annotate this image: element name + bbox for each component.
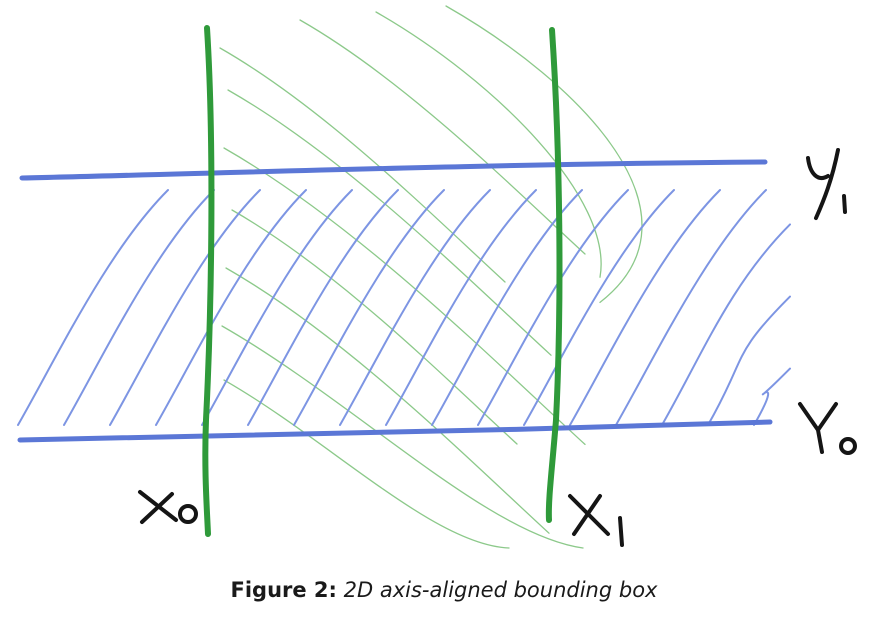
green-hatch-stroke xyxy=(231,209,518,445)
label-y0 xyxy=(798,402,857,455)
green-hatch-stroke xyxy=(227,89,552,356)
blue-hatch-stroke xyxy=(339,189,491,426)
blue-hatch-stroke xyxy=(523,189,675,426)
figure-label: Figure 2: xyxy=(230,578,337,602)
blue-hatch-stroke xyxy=(707,295,791,426)
y1-line xyxy=(19,159,768,181)
figure-caption: Figure 2: 2D axis-aligned bounding box xyxy=(0,578,888,602)
blue-hatch-stroke xyxy=(247,189,399,426)
x0-line xyxy=(202,25,215,537)
blue-hatch-stroke xyxy=(201,189,353,426)
label-x1 xyxy=(568,494,624,547)
blue-hatch-stroke xyxy=(753,367,791,426)
blue-hatch-stroke xyxy=(155,189,307,426)
blue-hatch-stroke xyxy=(477,189,629,426)
x-span-hatching xyxy=(219,5,643,549)
blue-hatch-stroke xyxy=(17,189,169,426)
green-hatch-stroke xyxy=(221,325,584,549)
blue-hatch-stroke xyxy=(63,189,215,426)
label-y1 xyxy=(806,148,847,220)
y0-line xyxy=(17,419,773,443)
green-hatch-stroke xyxy=(299,19,586,255)
green-hatch-stroke xyxy=(223,147,586,446)
blue-hatch-stroke xyxy=(569,189,721,426)
blue-hatch-stroke xyxy=(293,189,445,426)
green-hatch-stroke xyxy=(225,267,550,534)
label-x0 xyxy=(138,490,198,524)
y-span-hatching xyxy=(17,189,791,426)
x1-line xyxy=(545,27,563,523)
green-hatch-stroke xyxy=(445,5,643,304)
blue-hatch-stroke xyxy=(615,189,767,426)
figure-title: 2D axis-aligned bounding box xyxy=(343,578,658,602)
bounding-box-diagram xyxy=(17,5,857,549)
blue-hatch-stroke xyxy=(661,223,791,426)
green-hatch-stroke xyxy=(223,379,510,549)
blue-hatch-stroke xyxy=(385,189,537,426)
green-hatch-stroke xyxy=(375,11,602,278)
blue-hatch-stroke xyxy=(109,189,261,426)
green-hatch-stroke xyxy=(219,47,506,283)
